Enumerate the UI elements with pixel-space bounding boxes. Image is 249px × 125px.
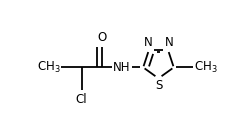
Text: NH: NH (113, 61, 131, 74)
Text: Cl: Cl (76, 93, 87, 106)
Text: CH$_3$: CH$_3$ (37, 60, 60, 75)
Text: N: N (165, 36, 174, 49)
Text: O: O (97, 31, 106, 44)
Text: N: N (143, 36, 152, 49)
Text: CH$_3$: CH$_3$ (194, 60, 218, 75)
Text: S: S (155, 79, 162, 92)
